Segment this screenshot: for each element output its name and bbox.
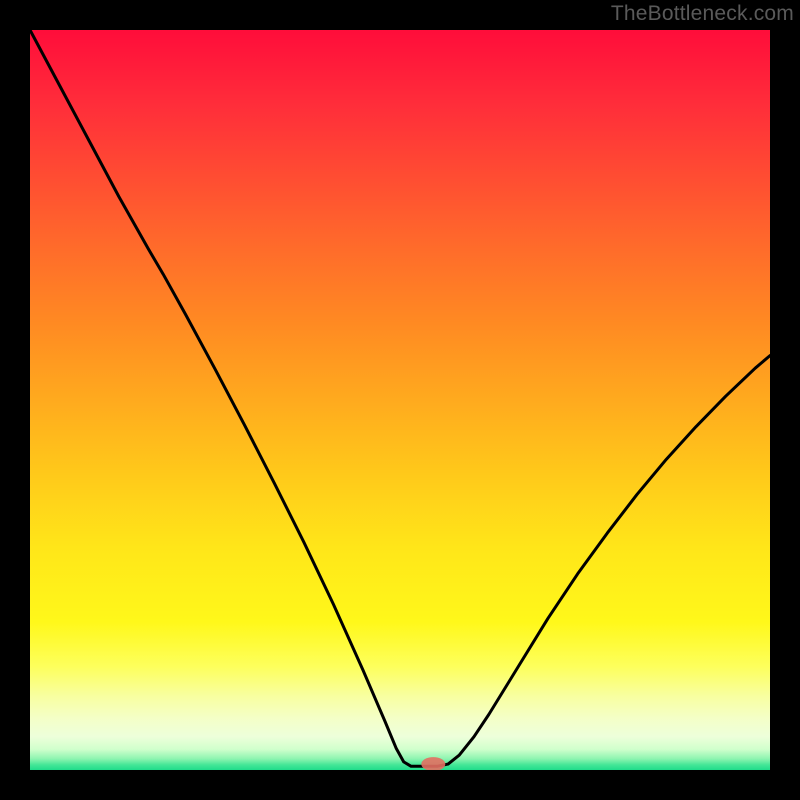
frame-border	[0, 0, 30, 800]
watermark-text: TheBottleneck.com	[611, 2, 794, 26]
frame-border	[770, 0, 800, 800]
frame-border	[0, 770, 800, 800]
plot-background	[30, 30, 770, 770]
chart-container: TheBottleneck.com	[0, 0, 800, 800]
optimal-marker	[421, 757, 445, 771]
bottleneck-chart	[0, 0, 800, 800]
